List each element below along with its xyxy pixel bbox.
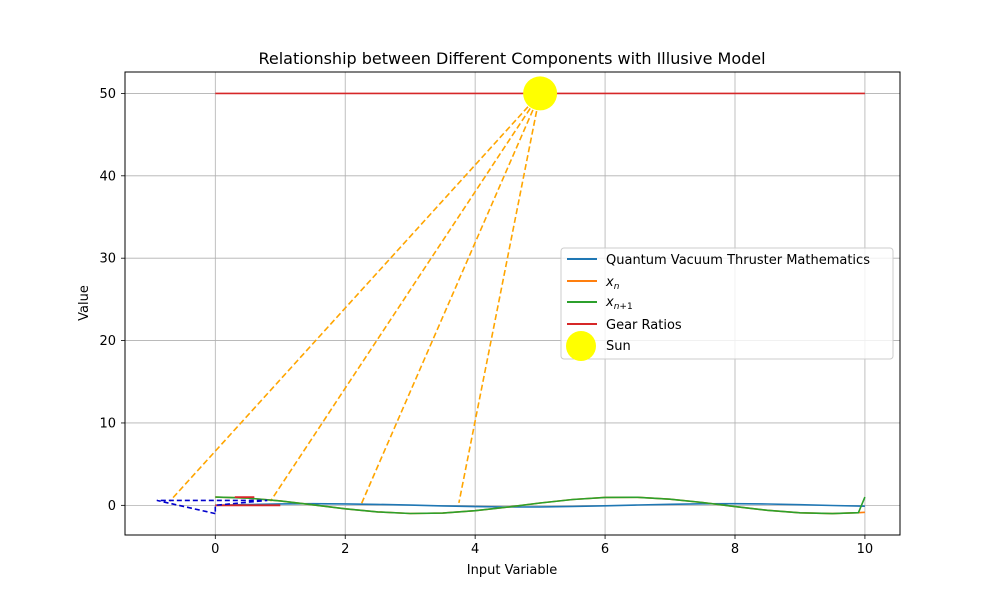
series-line-quantum <box>215 502 865 508</box>
blue-dashed-shape <box>156 499 268 515</box>
x-tick-label: 8 <box>731 542 739 557</box>
legend-label-xn1: xn+1 <box>605 295 633 312</box>
x-tick-label: 6 <box>601 542 609 557</box>
y-axis-label: Value <box>77 285 92 321</box>
legend-box <box>560 247 894 360</box>
legend-label-xn: xn <box>605 275 620 292</box>
x-tick-label: 0 <box>211 542 219 557</box>
y-tick-label: 30 <box>99 252 116 267</box>
sun-ray <box>360 93 541 505</box>
plot-series <box>156 76 866 515</box>
plot-frame <box>124 71 901 536</box>
sun-ray <box>269 92 541 502</box>
x-tick-label: 10 <box>857 542 874 557</box>
x-axis-label: Input Variable <box>467 563 557 578</box>
sun-ray <box>458 93 541 504</box>
axis-ticks: 0 2 4 6 8 10 0 10 20 30 40 50 <box>99 87 873 557</box>
sun-ray <box>169 92 541 502</box>
y-tick-label: 0 <box>108 499 116 514</box>
y-tick-label: 20 <box>99 334 116 349</box>
legend: Quantum Vacuum Thruster Mathematics xn x… <box>560 247 894 361</box>
sun-marker <box>523 76 558 111</box>
y-tick-label: 50 <box>99 87 116 102</box>
x-tick-label: 2 <box>341 542 349 557</box>
y-tick-label: 40 <box>99 169 116 184</box>
legend-label-sun: Sun <box>606 339 631 354</box>
legend-label-quantum: Quantum Vacuum Thruster Mathematics <box>606 253 870 268</box>
y-tick-label: 10 <box>99 416 116 431</box>
chart-title: Relationship between Different Component… <box>258 49 765 68</box>
x-tick-label: 4 <box>471 542 479 557</box>
legend-swatch-sun <box>566 331 596 361</box>
legend-label-gear: Gear Ratios <box>606 318 682 333</box>
series-line-xn1 <box>215 496 866 515</box>
